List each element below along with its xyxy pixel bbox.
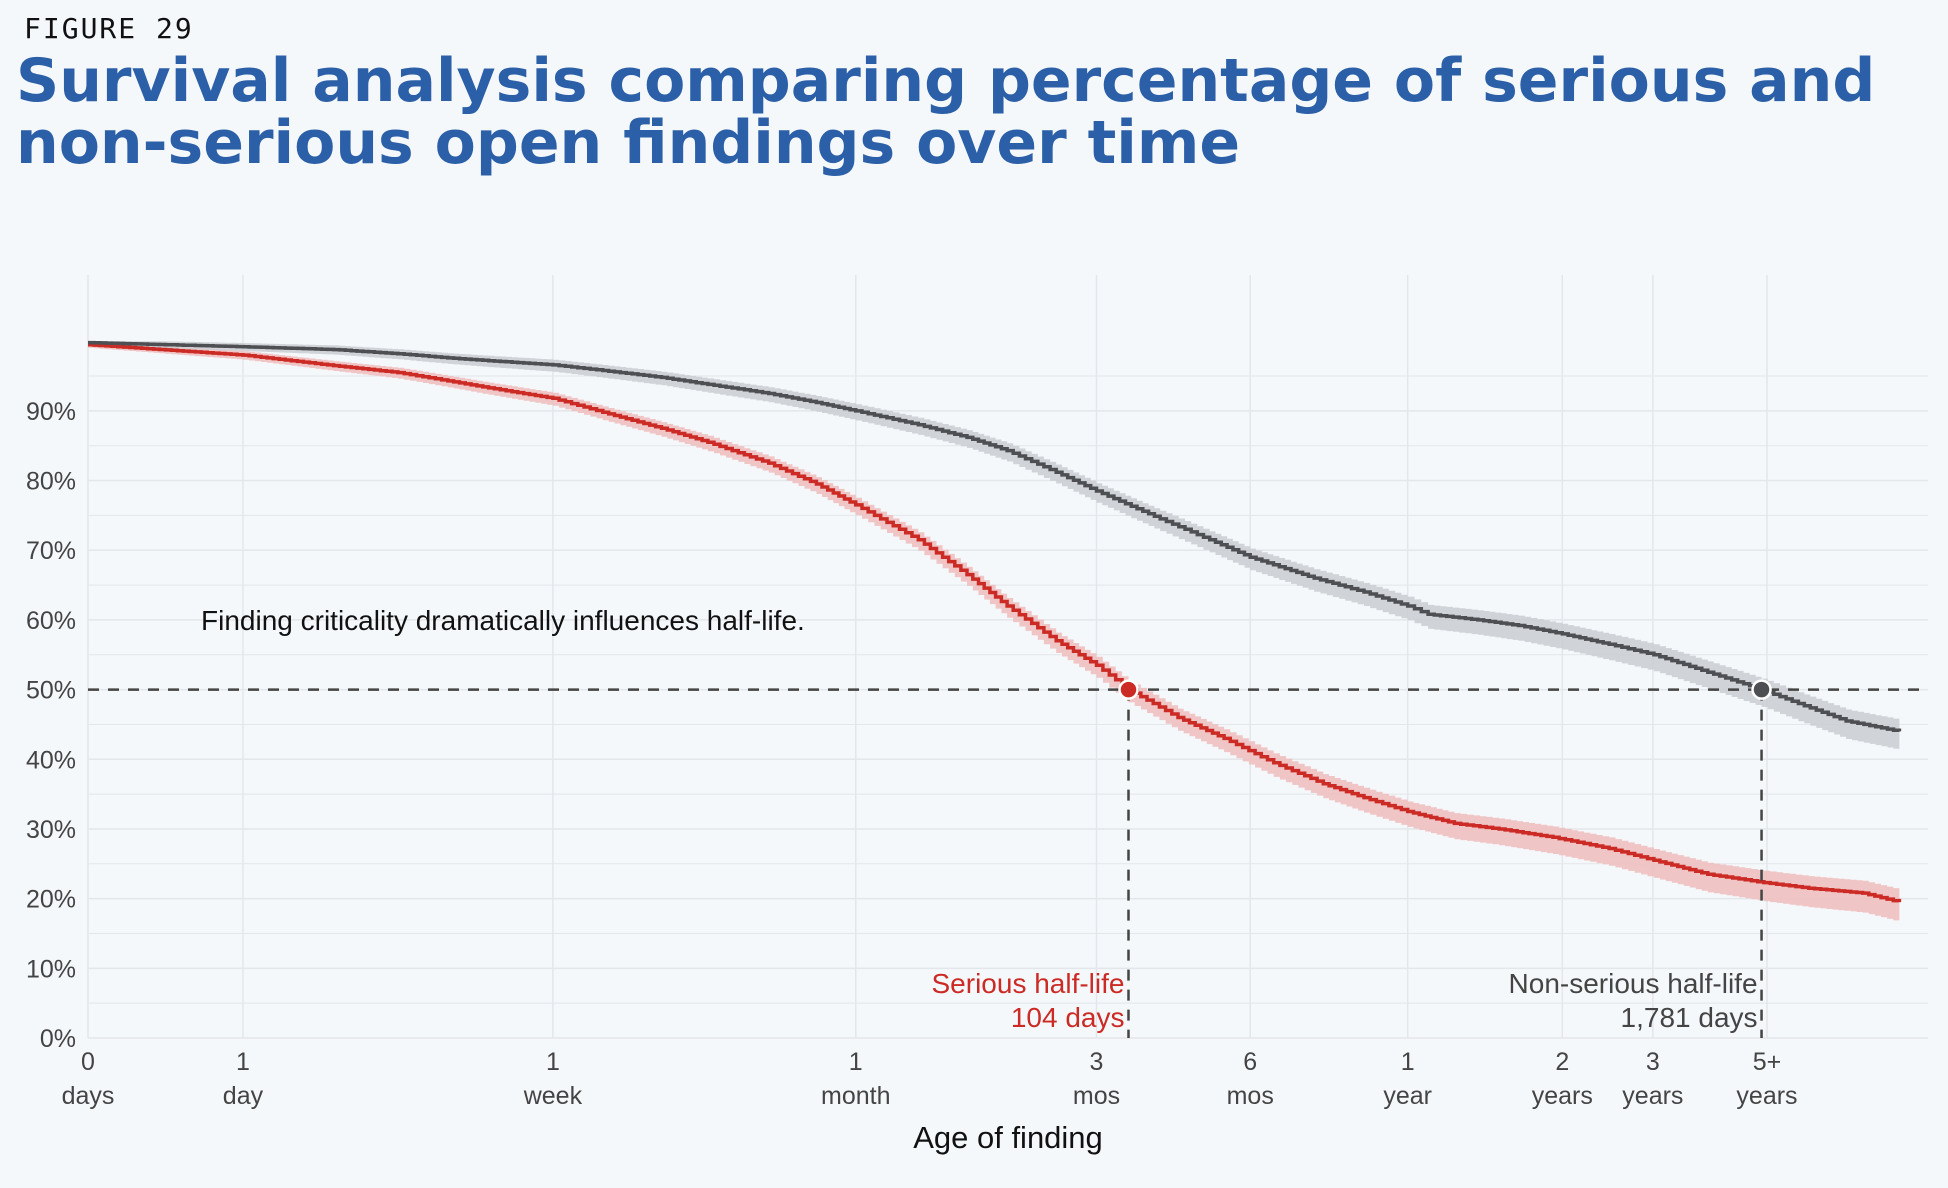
x-tick-label: day [223,1082,264,1110]
nonserious-half-life-point [1751,679,1772,700]
serious-series-line [88,342,1902,903]
series-lines [88,340,1902,903]
y-tick-label: 50% [26,677,76,705]
x-tick-label: 3 [1090,1048,1104,1076]
x-tick-label: 1 [236,1048,250,1076]
x-tick-label: week [523,1082,583,1110]
x-tick-label: 3 [1646,1048,1660,1076]
confidence-bands [88,341,1900,922]
y-tick-label: 20% [26,886,76,914]
y-tick-label: 90% [26,398,76,426]
reference-lines [88,679,1928,1038]
y-tick-label: 0% [40,1025,76,1053]
y-tick-label: 10% [26,955,76,983]
x-tick-label: years [1532,1082,1593,1110]
y-tick-label: 30% [26,816,76,844]
nonserious-half-life-label: Non-serious half-life [1509,968,1758,999]
y-axis-ticks: 0% 10% 20% 30% 40% 50% 60% 70% 80% 90% [26,398,76,1053]
annotations: Finding criticality dramatically influen… [201,605,1758,1033]
x-tick-label: 0 [81,1048,95,1076]
x-tick-label: 5+ [1753,1048,1782,1076]
chart-title: Survival analysis comparing percentage o… [16,46,1876,178]
figure-label: FIGURE 29 [24,12,194,45]
serious-confidence-band [88,341,1900,922]
nonserious-half-life-value: 1,781 days [1621,1002,1758,1033]
x-tick-label: 2 [1555,1048,1569,1076]
y-tick-label: 70% [26,537,76,565]
x-tick-label: year [1383,1082,1432,1110]
annotation-text: Finding criticality dramatically influen… [201,605,805,636]
x-tick-label: mos [1227,1082,1274,1110]
serious-half-life-value: 104 days [1011,1002,1125,1033]
x-tick-label: 6 [1243,1048,1257,1076]
x-tick-label: years [1622,1082,1683,1110]
x-tick-label: 1 [546,1048,560,1076]
x-tick-label: years [1736,1082,1797,1110]
y-tick-label: 60% [26,607,76,635]
y-tick-label: 80% [26,468,76,496]
x-tick-label: 1 [849,1048,863,1076]
nonserious-series-line [88,340,1902,732]
x-axis-label: Age of finding [913,1120,1103,1155]
x-tick-label: days [62,1082,115,1110]
x-axis-ticks: 0 days 1 day 1 week 1 month 3 mos 6 mos 1 year 2 years 3… [62,1048,1798,1155]
x-tick-label: month [821,1082,890,1110]
grid-lines [87,275,1928,1039]
serious-half-life-point [1118,679,1139,700]
x-tick-label: mos [1073,1082,1120,1110]
y-tick-label: 40% [26,746,76,774]
serious-half-life-label: Serious half-life [932,968,1125,999]
x-tick-label: 1 [1401,1048,1415,1076]
